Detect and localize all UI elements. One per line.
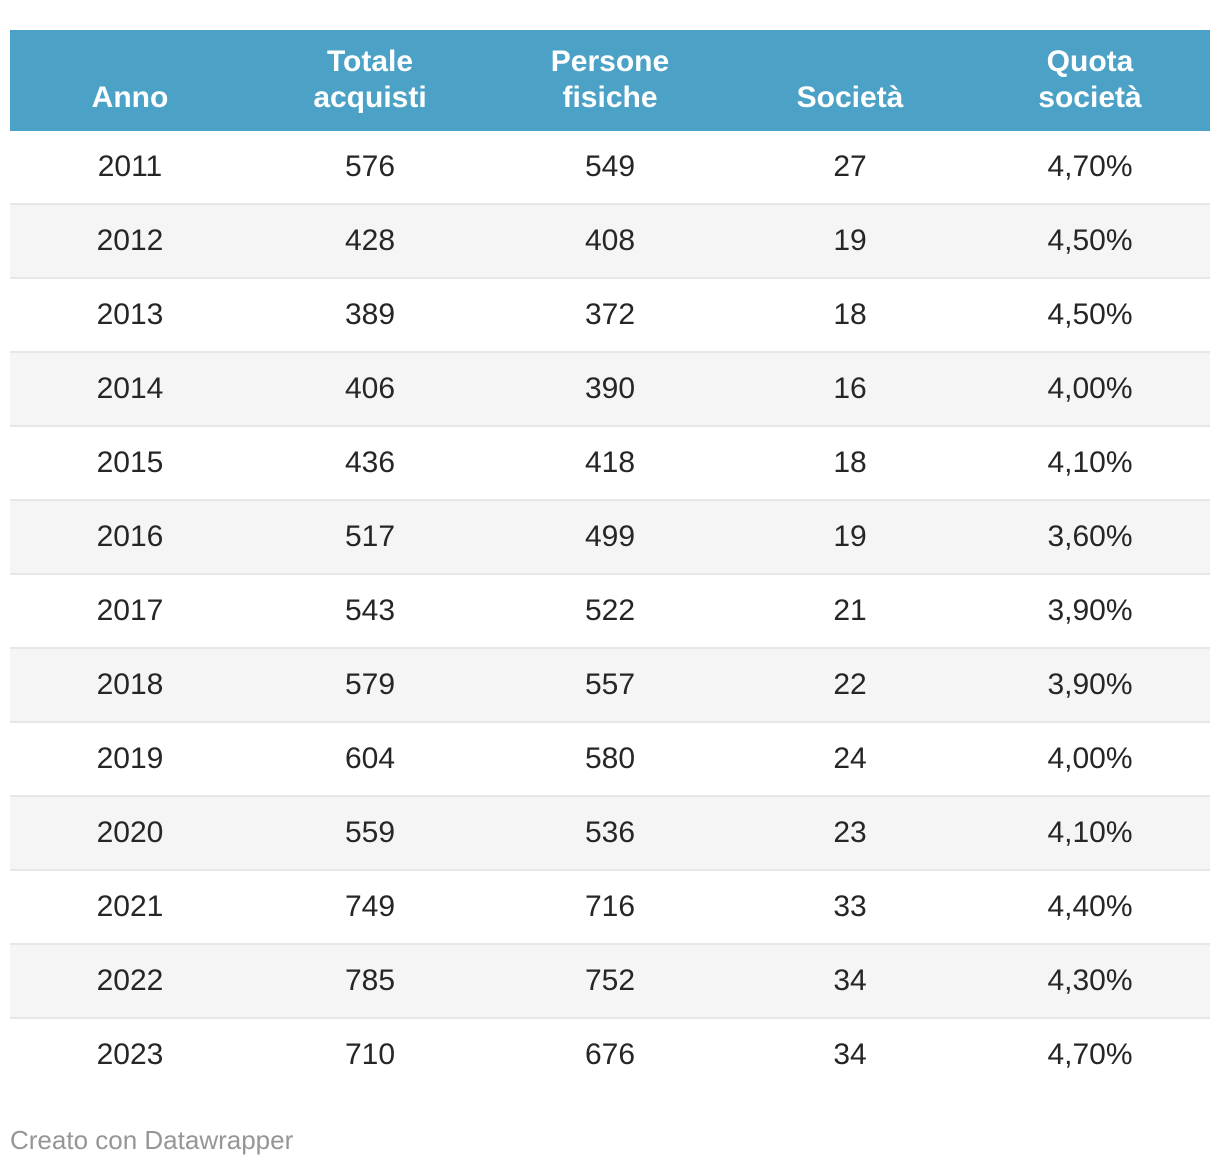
cell-persone-fisiche: 499	[584, 520, 636, 553]
cell-totale-acquisti: 428	[344, 224, 396, 257]
table-row: 2013 389 372 18 4,50%	[10, 278, 1210, 352]
table-row: 2021 749 716 33 4,40%	[10, 870, 1210, 944]
cell-totale-acquisti: 559	[344, 816, 396, 849]
table-row: 2018 579 557 22 3,90%	[10, 648, 1210, 722]
cell-anno: 2011	[97, 150, 163, 183]
cell-persone-fisiche: 390	[584, 372, 636, 405]
cell-societa: 18	[833, 446, 867, 479]
table-row: 2022 785 752 34 4,30%	[10, 944, 1210, 1018]
cell-quota-societa: 4,10%	[1047, 816, 1133, 849]
column-header-totale-acquisti: Totale acquisti	[250, 30, 490, 131]
cell-persone-fisiche: 716	[584, 890, 636, 923]
cell-quota-societa: 4,00%	[1047, 372, 1133, 405]
cell-anno: 2023	[96, 1038, 164, 1071]
column-header-anno: Anno	[10, 30, 250, 131]
cell-societa: 19	[833, 224, 867, 257]
cell-societa: 34	[833, 964, 867, 997]
cell-quota-societa: 4,50%	[1047, 224, 1133, 257]
cell-quota-societa: 4,50%	[1047, 298, 1133, 331]
cell-societa: 34	[833, 1038, 867, 1071]
datawrapper-credit-link[interactable]: Creato con Datawrapper	[10, 1125, 294, 1155]
cell-societa: 18	[833, 298, 867, 331]
cell-totale-acquisti: 749	[344, 890, 396, 923]
cell-persone-fisiche: 418	[584, 446, 636, 479]
table-row: 2014 406 390 16 4,00%	[10, 352, 1210, 426]
cell-totale-acquisti: 710	[344, 1038, 396, 1071]
cell-totale-acquisti: 436	[344, 446, 396, 479]
column-header-societa: Società	[730, 30, 970, 131]
cell-persone-fisiche: 408	[584, 224, 636, 257]
cell-persone-fisiche: 752	[584, 964, 636, 997]
cell-anno: 2015	[96, 446, 164, 479]
column-header-quota-societa: Quota società	[970, 30, 1210, 131]
cell-anno: 2014	[96, 372, 164, 405]
cell-quota-societa: 3,90%	[1047, 668, 1133, 701]
cell-anno: 2020	[96, 816, 164, 849]
cell-persone-fisiche: 536	[584, 816, 636, 849]
cell-persone-fisiche: 549	[584, 150, 636, 183]
cell-totale-acquisti: 576	[344, 150, 396, 183]
cell-societa: 19	[833, 520, 867, 553]
cell-persone-fisiche: 522	[584, 594, 636, 627]
cell-totale-acquisti: 543	[344, 594, 396, 627]
cell-totale-acquisti: 579	[344, 668, 396, 701]
cell-quota-societa: 4,70%	[1047, 1038, 1133, 1071]
cell-anno: 2021	[96, 890, 164, 923]
data-table: Anno Totale acquisti Persone fisiche Soc…	[10, 30, 1210, 1091]
cell-anno: 2019	[96, 742, 164, 775]
table-header: Anno Totale acquisti Persone fisiche Soc…	[10, 30, 1210, 131]
cell-anno: 2017	[96, 594, 164, 627]
column-header-persone-fisiche: Persone fisiche	[490, 30, 730, 131]
cell-quota-societa: 4,30%	[1047, 964, 1133, 997]
cell-quota-societa: 3,60%	[1047, 520, 1133, 553]
cell-societa: 23	[833, 816, 867, 849]
cell-quota-societa: 4,00%	[1047, 742, 1133, 775]
attribution: Creato con Datawrapper	[10, 1125, 1210, 1155]
cell-societa: 27	[833, 150, 867, 183]
cell-anno: 2016	[96, 520, 164, 553]
cell-totale-acquisti: 785	[344, 964, 396, 997]
table-row: 2015 436 418 18 4,10%	[10, 426, 1210, 500]
cell-anno: 2018	[96, 668, 164, 701]
cell-societa: 16	[833, 372, 867, 405]
cell-anno: 2013	[96, 298, 164, 331]
cell-anno: 2022	[96, 964, 164, 997]
cell-totale-acquisti: 517	[344, 520, 396, 553]
cell-societa: 33	[833, 890, 867, 923]
table-row: 2019 604 580 24 4,00%	[10, 722, 1210, 796]
cell-totale-acquisti: 604	[344, 742, 396, 775]
cell-quota-societa: 4,10%	[1047, 446, 1133, 479]
cell-societa: 24	[833, 742, 867, 775]
cell-totale-acquisti: 389	[344, 298, 396, 331]
cell-societa: 22	[833, 668, 867, 701]
table-row: 2011 576 549 27 4,70%	[10, 131, 1210, 204]
cell-persone-fisiche: 676	[584, 1038, 636, 1071]
cell-quota-societa: 4,40%	[1047, 890, 1133, 923]
table-header-row: Anno Totale acquisti Persone fisiche Soc…	[10, 30, 1210, 131]
cell-quota-societa: 3,90%	[1047, 594, 1133, 627]
table-body: 2011 576 549 27 4,70% 2012 428 408 19 4,…	[10, 131, 1210, 1091]
table-row: 2023 710 676 34 4,70%	[10, 1018, 1210, 1091]
cell-quota-societa: 4,70%	[1047, 150, 1133, 183]
cell-totale-acquisti: 406	[344, 372, 396, 405]
cell-persone-fisiche: 580	[584, 742, 636, 775]
cell-anno: 2012	[96, 224, 164, 257]
table-row: 2012 428 408 19 4,50%	[10, 204, 1210, 278]
cell-societa: 21	[833, 594, 867, 627]
cell-persone-fisiche: 372	[584, 298, 636, 331]
cell-persone-fisiche: 557	[584, 668, 636, 701]
table-row: 2020 559 536 23 4,10%	[10, 796, 1210, 870]
table-row: 2017 543 522 21 3,90%	[10, 574, 1210, 648]
table-row: 2016 517 499 19 3,60%	[10, 500, 1210, 574]
